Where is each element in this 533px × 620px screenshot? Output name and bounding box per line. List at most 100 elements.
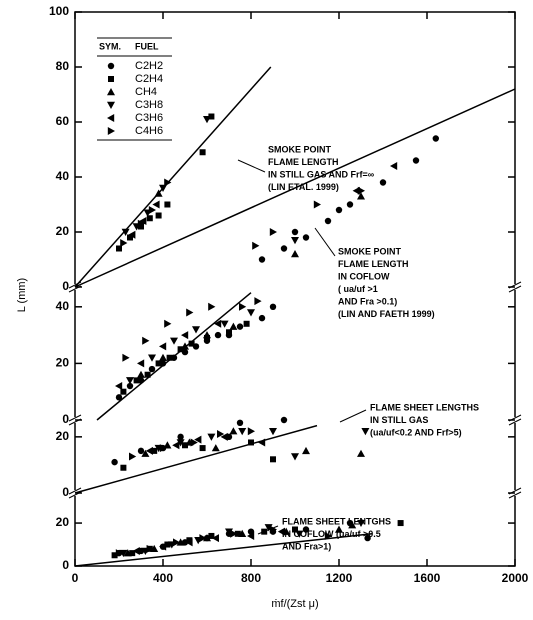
data-point bbox=[412, 157, 420, 164]
y-tick-label: 100 bbox=[49, 4, 69, 18]
callout-line bbox=[339, 409, 367, 423]
y-tick-label: 20 bbox=[56, 356, 70, 370]
data-point bbox=[120, 464, 127, 471]
legend-header: FUEL bbox=[135, 41, 159, 51]
annotation: IN STILL GAS bbox=[370, 415, 428, 425]
legend-marker bbox=[107, 127, 115, 135]
data-point bbox=[214, 331, 222, 339]
data-point bbox=[208, 302, 216, 311]
fit-line bbox=[74, 88, 516, 288]
data-point bbox=[211, 534, 219, 543]
data-point bbox=[291, 237, 299, 245]
data-point bbox=[176, 538, 185, 546]
data-point bbox=[120, 388, 127, 395]
data-point bbox=[115, 382, 123, 391]
data-point bbox=[292, 526, 298, 533]
data-point bbox=[137, 370, 145, 378]
data-point bbox=[236, 323, 244, 330]
data-point bbox=[238, 529, 247, 537]
data-point bbox=[229, 322, 238, 330]
x-axis-label: ṁf/(Zst μ) bbox=[271, 598, 318, 610]
fit-line bbox=[74, 424, 318, 494]
data-point bbox=[364, 534, 371, 542]
y-tick-label: 40 bbox=[56, 299, 70, 313]
x-tick-label: 400 bbox=[153, 571, 173, 585]
y-tick-label: 20 bbox=[56, 429, 70, 443]
data-point bbox=[247, 531, 255, 540]
legend-label: C2H2 bbox=[135, 60, 163, 72]
legend-header: SYM. bbox=[99, 41, 121, 51]
data-point bbox=[123, 549, 132, 557]
annotation: FLAME LENGTH bbox=[338, 259, 409, 269]
data-point bbox=[166, 354, 173, 361]
data-point bbox=[182, 442, 188, 449]
x-tick-label: 0 bbox=[72, 571, 79, 585]
data-point bbox=[199, 534, 207, 543]
data-point bbox=[181, 331, 189, 340]
data-point bbox=[129, 452, 137, 461]
data-point bbox=[151, 447, 158, 454]
data-point bbox=[379, 179, 387, 186]
legend-label: C4H6 bbox=[135, 125, 163, 137]
data-point bbox=[155, 360, 162, 367]
data-point bbox=[397, 520, 404, 527]
data-point bbox=[302, 446, 310, 455]
data-point bbox=[126, 377, 134, 385]
data-point bbox=[127, 234, 133, 241]
annotation: FLAME SHEET LENTGHS bbox=[282, 516, 391, 526]
data-point bbox=[211, 444, 220, 452]
data-point bbox=[291, 228, 299, 236]
data-point bbox=[148, 206, 156, 214]
data-point bbox=[390, 162, 398, 170]
data-point bbox=[133, 377, 140, 384]
data-point bbox=[220, 432, 228, 441]
callout-line bbox=[257, 525, 279, 535]
data-point bbox=[177, 346, 184, 353]
data-point bbox=[164, 178, 172, 187]
annotation: SMOKE POINT bbox=[268, 144, 332, 154]
data-point bbox=[214, 319, 222, 328]
data-point bbox=[115, 394, 123, 401]
data-point bbox=[170, 337, 178, 345]
data-point bbox=[192, 326, 200, 334]
data-point bbox=[144, 371, 151, 378]
data-point bbox=[199, 445, 206, 452]
data-point bbox=[243, 320, 250, 327]
legend-marker bbox=[107, 101, 115, 109]
data-point bbox=[148, 365, 156, 373]
data-point bbox=[126, 382, 134, 390]
data-point bbox=[361, 428, 370, 436]
data-point bbox=[248, 439, 254, 446]
data-point bbox=[229, 427, 238, 435]
fit-line bbox=[74, 533, 373, 567]
data-point bbox=[188, 340, 195, 347]
data-point bbox=[159, 342, 167, 351]
data-point bbox=[128, 230, 136, 239]
data-point bbox=[142, 336, 150, 345]
data-point bbox=[247, 427, 255, 436]
data-point bbox=[335, 206, 343, 214]
annotation: (LIN ETAL. 1999) bbox=[268, 182, 339, 192]
data-point bbox=[146, 544, 154, 553]
annotation: IN COFLOW (ua/uf >0.5 bbox=[282, 529, 381, 539]
data-point bbox=[269, 303, 277, 311]
data-point bbox=[139, 217, 147, 225]
axis-break bbox=[508, 418, 522, 426]
data-point bbox=[203, 116, 211, 124]
annotation: ( ua/uf >1 bbox=[338, 284, 378, 294]
legend-label: C3H6 bbox=[135, 112, 163, 124]
fit-line bbox=[74, 66, 272, 288]
data-point bbox=[291, 453, 299, 461]
legend-label: C3H8 bbox=[135, 99, 163, 111]
data-point bbox=[141, 449, 150, 457]
data-point bbox=[122, 353, 130, 362]
data-point bbox=[152, 200, 160, 209]
data-point bbox=[164, 319, 172, 328]
y-tick-label: 80 bbox=[56, 59, 70, 73]
data-point bbox=[154, 189, 163, 197]
data-point bbox=[270, 456, 276, 463]
legend-marker bbox=[107, 62, 115, 70]
axis-break bbox=[68, 414, 82, 422]
y-tick-label: 60 bbox=[56, 114, 70, 128]
